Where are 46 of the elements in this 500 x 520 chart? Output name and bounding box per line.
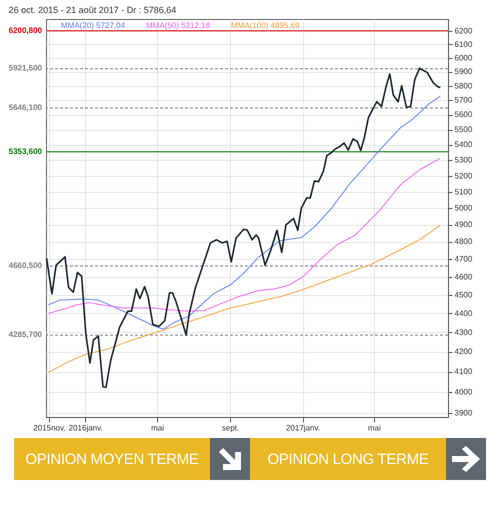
ref-line-label: 5353,600 [8, 146, 43, 156]
x-tick-label: mai [368, 424, 381, 432]
x-tick-label: sept. [222, 424, 240, 432]
ref-line-label: 6200,800 [8, 26, 43, 35]
y-tick-label: 4900 [454, 220, 473, 230]
ref-line-label: 5646,100 [8, 102, 43, 112]
y-tick-label: 4100 [454, 367, 473, 376]
y-tick-label: 5900 [454, 67, 473, 76]
x-tick-label: 2017janv. [286, 424, 320, 432]
ref-line-label: 4285,700 [8, 330, 43, 340]
x-tick-label: mai [151, 424, 164, 432]
y-tick-label: 5700 [454, 96, 473, 105]
ref-line-label: 5921,500 [8, 64, 43, 73]
y-tick-label: 5400 [454, 140, 473, 150]
text: MMA(100) 4895,69 [231, 21, 300, 30]
y-tick-label: 4200 [454, 347, 473, 356]
line-series [48, 158, 441, 314]
x-tick-label: 2016janv. [68, 424, 103, 432]
y-tick-label: 5500 [454, 125, 473, 134]
y-tick-label: 4000 [454, 387, 473, 396]
x-tick-label: 2015nov. [33, 424, 66, 432]
y-tick-label: 4500 [454, 290, 473, 300]
text: MMA(50) 5312,18 [146, 21, 211, 30]
line-series [46, 68, 442, 388]
chart-title: 26 oct. 2015 - 21 août 2017 - Dr : 5786,64 [8, 5, 176, 15]
y-tick-label: 4700 [454, 254, 473, 264]
y-tick-label: 4300 [454, 328, 473, 337]
y-tick-label: 5000 [454, 204, 473, 213]
y-tick-label: 4400 [454, 308, 473, 318]
y-tick-label: 6000 [454, 53, 473, 62]
line-series [48, 96, 441, 330]
text: OPINION MOYEN TERME [24, 450, 200, 470]
ref-line-label: 4660,500 [8, 261, 43, 270]
text: OPINION LONG TERME [266, 450, 430, 470]
y-tick-label: 4600 [454, 272, 473, 282]
y-tick-label: 5300 [454, 156, 473, 165]
y-tick-label: 5800 [454, 81, 473, 90]
y-tick-label: 5100 [454, 187, 473, 196]
text: MMA(20) 5727,04 [61, 21, 126, 30]
y-tick-label: 6100 [454, 40, 473, 49]
y-tick-label: 3900 [454, 408, 473, 418]
y-tick-label: 4800 [454, 237, 473, 246]
y-tick-label: 5200 [454, 171, 473, 180]
y-tick-label: 6200 [454, 26, 473, 36]
y-tick-label: 5600 [454, 110, 473, 120]
line-series [48, 224, 441, 373]
